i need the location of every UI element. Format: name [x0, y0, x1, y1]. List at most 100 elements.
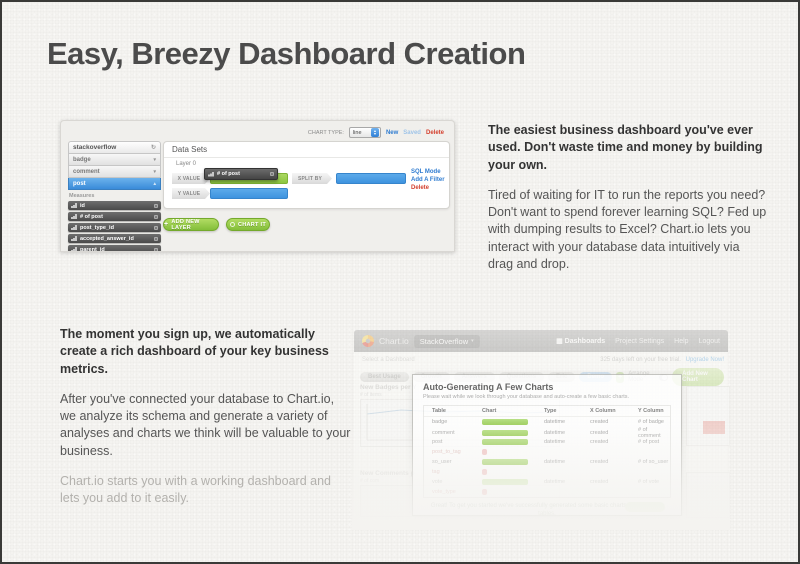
signup-copy: The moment you sign up, we automatically…	[60, 326, 352, 507]
upgrade-now-link[interactable]: Upgrade Now!	[685, 357, 724, 363]
split-by-dropzone[interactable]	[336, 173, 406, 184]
dashboard-tab[interactable]: Best Usage	[360, 372, 409, 382]
modal-subtitle: Please wait while we look through your d…	[423, 394, 630, 400]
y-value-dropzone[interactable]	[210, 188, 288, 199]
chart-type-label: CHART TYPE:	[307, 129, 344, 136]
refresh-icon[interactable]	[151, 144, 156, 151]
chart-icon	[71, 236, 77, 241]
modal-table-row: vote_type	[424, 487, 670, 497]
chart-type-select[interactable]: line	[348, 127, 381, 138]
drag-handle-icon	[154, 247, 158, 251]
progress-bar	[482, 479, 528, 485]
ok-button[interactable]	[625, 502, 665, 512]
progress-bar	[482, 489, 487, 495]
nav-dashboards[interactable]: Dashboards	[556, 337, 605, 345]
chart-type-value: line	[352, 129, 362, 136]
measure-item[interactable]: # of post	[68, 212, 161, 221]
cell-chart	[482, 479, 544, 485]
cell-y-column: # of so_user	[638, 459, 669, 465]
chart-icon	[71, 247, 77, 251]
sidebar-table-row[interactable]: comment ▾	[68, 166, 161, 178]
page-title: Easy, Breezy Dashboard Creation	[47, 36, 526, 71]
modal-table-row: post datetime created # of post	[424, 437, 670, 447]
intro-lead: The easiest business dashboard you've ev…	[488, 123, 763, 172]
cell-table: comment	[432, 430, 455, 436]
chevron-icon: ▴	[153, 180, 156, 187]
y-value-tag: Y VALUE	[172, 188, 210, 199]
progress-bar	[482, 469, 487, 475]
modal-table-row: vote datetime created # of vote	[424, 477, 670, 487]
cell-type: datetime	[544, 479, 566, 485]
modal-table-row: comment datetime created # of comment	[424, 427, 670, 439]
delete-chart-link[interactable]: Delete	[425, 129, 444, 136]
table-label: comment	[73, 168, 100, 175]
chart-icon	[71, 214, 77, 219]
cell-chart	[482, 489, 544, 495]
split-by-tag: SPLIT BY	[292, 173, 332, 184]
table-label: post	[73, 180, 86, 187]
select-stepper-icon	[370, 128, 379, 137]
brand-label: Chart.io	[379, 336, 409, 346]
schema-sidebar: stackoverflow badge ▾ comment ▾	[68, 141, 161, 251]
chart-type-row: CHART TYPE: line New Saved Delete	[308, 127, 444, 138]
cell-chart	[482, 449, 544, 455]
nav-help[interactable]: Help	[674, 337, 689, 345]
intro-copy: The easiest business dashboard you've ev…	[488, 122, 768, 286]
signup-note: Chart.io starts you with a working dashb…	[60, 473, 331, 505]
saved-charts-link[interactable]: Saved	[403, 129, 421, 136]
nav-logout[interactable]: Logout	[698, 337, 720, 345]
cell-x-column: created	[590, 459, 609, 465]
delete-layer-link[interactable]: Delete	[411, 185, 430, 191]
dashboard-screenshot: Chart.io StackOverflow Dashboards Projec…	[352, 324, 730, 530]
builder-screenshot: CHART TYPE: line New Saved Delete stacko…	[60, 120, 455, 252]
cell-y-column: # of badge	[638, 419, 664, 425]
cell-chart	[482, 419, 544, 425]
cell-chart	[482, 459, 544, 465]
drag-handle-icon	[270, 172, 274, 176]
x-value-tag: X VALUE	[172, 173, 210, 184]
sidebar-table-row[interactable]: badge ▾	[68, 154, 161, 166]
dashboard-navbar: Chart.io StackOverflow Dashboards Projec…	[354, 330, 728, 352]
modal-table-row: tag	[424, 467, 670, 477]
project-selector[interactable]: StackOverflow	[413, 334, 480, 348]
chart-it-button[interactable]: CHART IT	[226, 218, 270, 231]
new-chart-link[interactable]: New	[385, 129, 399, 136]
progress-bar	[482, 449, 487, 455]
select-dashboard-label: Select a Dashboard	[362, 357, 415, 363]
modal-table: Table Chart Type X Column Y Column badge…	[423, 405, 671, 498]
chart-icon	[71, 203, 77, 208]
cell-y-column: # of comment	[638, 427, 661, 439]
sidebar-table-row[interactable]: post ▴	[68, 178, 161, 190]
dataset-links: SQL Mode Add A Filter Delete	[411, 169, 445, 191]
intro-body: Tired of waiting for IT to run the repor…	[488, 187, 767, 271]
measure-item[interactable]: post_type_id	[68, 223, 161, 232]
chevron-icon: ▾	[153, 168, 156, 175]
drag-handle-icon	[154, 236, 158, 241]
progress-bar	[482, 430, 528, 436]
cell-x-column: created	[590, 439, 609, 445]
modal-table-row: so_user datetime created # of so_user	[424, 457, 670, 467]
database-header[interactable]: stackoverflow	[68, 141, 161, 154]
dragged-field-chip[interactable]: # of post	[204, 168, 278, 180]
plus-icon	[164, 221, 168, 228]
cell-x-column: created	[590, 479, 609, 485]
signup-body: After you've connected your database to …	[60, 391, 351, 458]
cell-table: post	[432, 439, 443, 445]
cell-y-column: # of post	[638, 439, 660, 445]
drag-handle-icon	[154, 225, 158, 230]
add-new-layer-button[interactable]: ADD NEW LAYER	[163, 218, 219, 231]
measures-label: Measures	[69, 193, 95, 199]
sql-mode-link[interactable]: SQL Mode	[411, 169, 441, 175]
dragged-field-label: # of post	[217, 171, 240, 177]
modal-table-row: badge datetime created # of badge	[424, 417, 670, 427]
nav-project-settings[interactable]: Project Settings	[615, 337, 665, 345]
measure-item[interactable]: parent_id	[68, 245, 161, 251]
add-filter-link[interactable]: Add A Filter	[411, 177, 445, 183]
background-chart-fragment	[686, 472, 730, 518]
auto-generating-modal: Auto-Generating A Few Charts Please wait…	[412, 374, 682, 517]
modal-table-header: Table Chart Type X Column Y Column	[424, 406, 670, 417]
measure-item[interactable]: accepted_answer_id	[68, 234, 161, 243]
measure-item[interactable]: id	[68, 201, 161, 210]
cell-x-column: created	[590, 419, 609, 425]
